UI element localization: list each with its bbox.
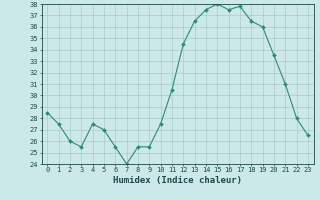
X-axis label: Humidex (Indice chaleur): Humidex (Indice chaleur) xyxy=(113,176,242,185)
